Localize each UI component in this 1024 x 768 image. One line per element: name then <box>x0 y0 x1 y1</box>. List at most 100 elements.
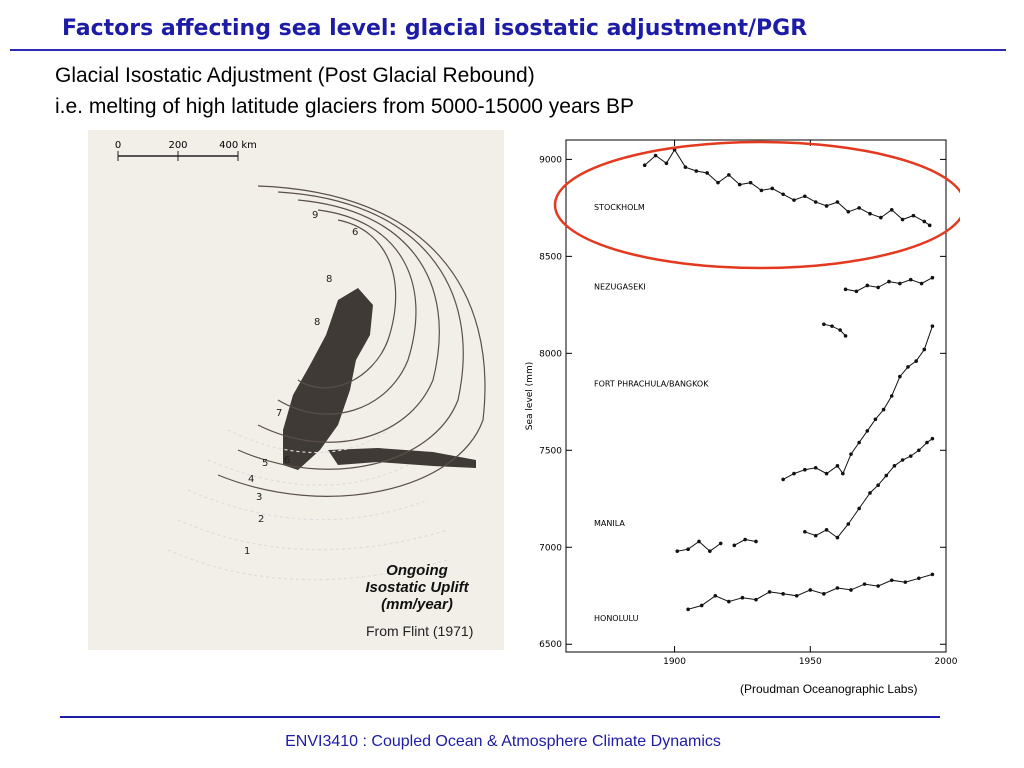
data-point <box>683 165 688 169</box>
map-caption: Ongoing Isostatic Uplift (mm/year) <box>346 562 488 613</box>
data-point <box>900 217 905 222</box>
station-label: FORT PHRACHULA/BANGKOK <box>594 379 709 388</box>
data-point <box>889 208 894 212</box>
data-point <box>876 483 880 488</box>
contour-label: 3 <box>256 492 262 503</box>
data-point <box>862 582 867 586</box>
data-point <box>718 541 723 546</box>
data-point <box>843 287 848 292</box>
data-point <box>835 586 840 590</box>
data-point <box>748 180 753 185</box>
contour-label: 6 <box>284 455 290 466</box>
data-point <box>727 173 731 177</box>
station-label: HONOLULU <box>594 614 639 623</box>
data-point <box>922 219 927 224</box>
data-point <box>732 543 737 548</box>
data-point <box>792 471 796 476</box>
contour-label: 4 <box>248 474 254 485</box>
data-point <box>824 204 829 208</box>
contour-label: 2 <box>258 514 264 525</box>
data-point <box>930 324 935 328</box>
footer-divider <box>60 716 940 718</box>
data-point <box>887 279 891 284</box>
station-label: MANILA <box>594 519 625 528</box>
data-point <box>889 394 894 398</box>
data-point <box>865 429 870 433</box>
data-point <box>838 328 842 332</box>
scale-tick-200: 200 <box>168 140 187 151</box>
data-point <box>824 528 829 532</box>
data-point <box>865 283 870 288</box>
contour-label: 7 <box>276 408 282 419</box>
data-point <box>892 464 897 468</box>
contour-label: 9 <box>312 210 318 221</box>
data-point <box>879 215 883 220</box>
data-point <box>846 209 851 214</box>
data-point <box>868 491 872 495</box>
data-point <box>908 454 913 458</box>
data-point <box>781 592 785 596</box>
data-point <box>792 198 796 202</box>
data-point <box>849 452 853 456</box>
uplift-map-drawing: 0 200 400 km 9 8 8 6 7 6 5 4 3 <box>88 130 504 650</box>
series-line-stockholm <box>644 148 930 226</box>
subtitle-line-1: Glacial Isostatic Adjustment (Post Glaci… <box>55 64 535 87</box>
data-point <box>737 182 742 187</box>
data-point <box>854 289 859 294</box>
data-point <box>835 535 840 540</box>
data-point <box>675 549 680 553</box>
data-point <box>927 223 932 228</box>
data-point <box>822 592 826 596</box>
data-point <box>908 277 913 282</box>
data-point <box>846 522 851 526</box>
gulf-of-finland <box>328 448 476 468</box>
data-point <box>697 539 701 544</box>
contour-label: 8 <box>326 274 332 285</box>
y-tick-label: 7000 <box>539 543 562 553</box>
uplift-map-figure: 0 200 400 km 9 8 8 6 7 6 5 4 3 <box>88 130 504 650</box>
island <box>228 546 250 564</box>
data-point <box>743 537 747 542</box>
data-point <box>884 473 889 478</box>
map-caption-line-1: Ongoing <box>386 562 448 579</box>
data-point <box>808 588 813 592</box>
data-point <box>664 161 669 166</box>
data-point <box>925 440 929 445</box>
data-point <box>914 359 918 363</box>
contour-label: 8 <box>314 317 320 328</box>
data-point <box>919 281 924 286</box>
data-point <box>917 448 921 453</box>
x-tick-label: 2000 <box>935 657 958 667</box>
data-point <box>759 188 764 193</box>
data-point <box>830 324 834 328</box>
data-point <box>841 471 845 476</box>
data-point <box>824 471 829 476</box>
data-point <box>708 549 712 553</box>
data-point <box>876 285 880 290</box>
series-line-nezugaseki <box>823 323 846 337</box>
data-point <box>903 580 908 584</box>
data-point <box>694 169 699 173</box>
scale-tick-0: 0 <box>115 140 121 151</box>
plot-frame <box>565 139 947 653</box>
data-point <box>781 477 785 482</box>
data-point <box>740 595 745 600</box>
data-point <box>686 607 690 612</box>
map-caption-line-2: Isostatic Uplift <box>365 579 469 596</box>
data-point <box>713 593 718 598</box>
sea-level-chart-svg: 6500 7000 7500 8000 8500 9000 1900 1950 2000 Sea … <box>525 139 960 667</box>
contour-labels: 9 8 8 6 7 6 5 4 3 2 1 <box>244 210 358 557</box>
data-point <box>843 334 848 338</box>
contour-label: 5 <box>262 458 268 469</box>
data-point <box>803 529 807 534</box>
subtitle-line-2: i.e. melting of high latitude glaciers f… <box>55 95 634 118</box>
data-point <box>857 206 861 210</box>
y-axis-label: Sea level (mm) <box>525 362 535 430</box>
data-point <box>898 374 902 379</box>
y-tick-label: 7500 <box>539 446 562 456</box>
map-scale-bar: 0 200 400 km <box>88 130 504 174</box>
data-point <box>922 347 927 352</box>
data-point <box>642 163 647 168</box>
data-point <box>930 275 935 280</box>
y-tick-label: 8000 <box>539 349 562 359</box>
